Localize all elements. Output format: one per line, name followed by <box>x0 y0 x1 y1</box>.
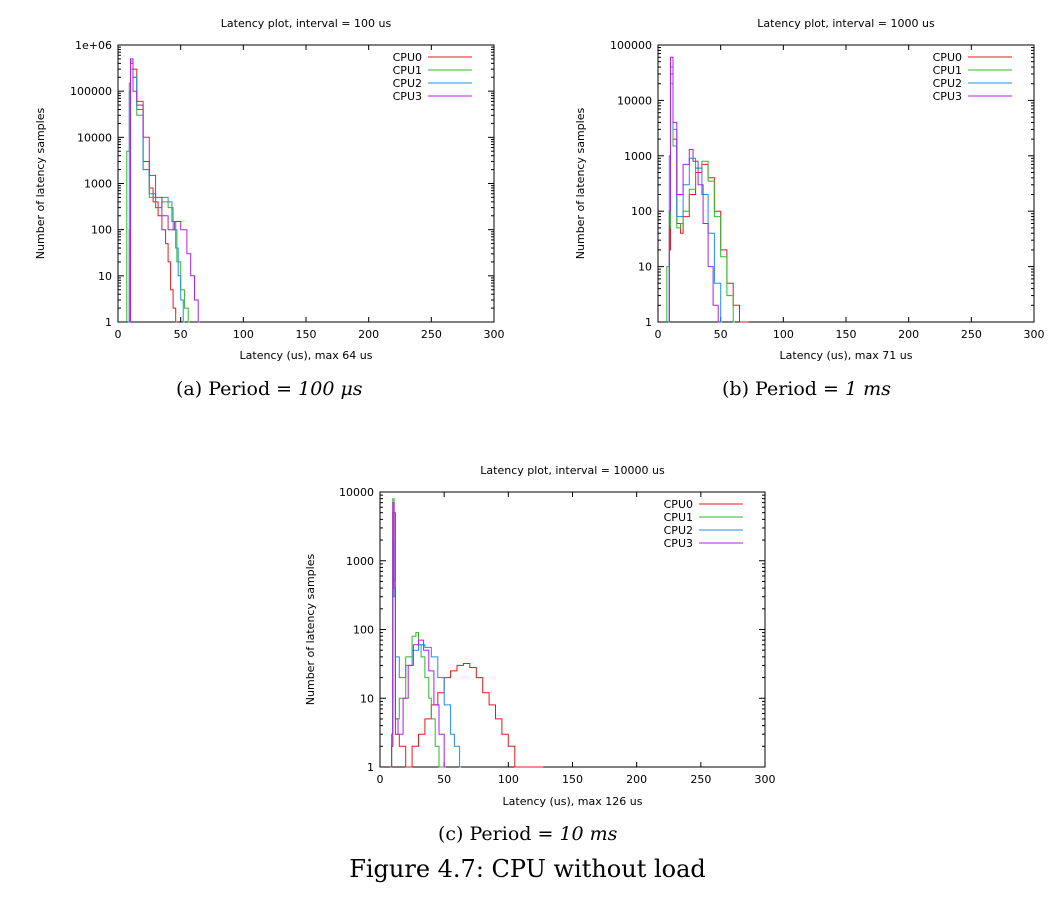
chart-b-xtick-label: 0 <box>655 328 662 341</box>
chart-a-ylabel: Number of latency samples <box>34 108 47 260</box>
chart-b-title: Latency plot, interval = 1000 us <box>757 17 935 30</box>
chart-b-ytick-label: 100 <box>631 205 652 218</box>
caption-a: (a) Period = 100 μs <box>176 378 363 400</box>
chart-a-ytick-label: 1 <box>105 316 112 329</box>
chart-c-xlabel: Latency (us), max 126 us <box>503 795 643 808</box>
chart-c-ytick-label: 1 <box>367 761 374 774</box>
chart-c-series-cpu1 <box>391 498 446 768</box>
chart-c-xtick-label: 250 <box>690 773 711 786</box>
caption-b-prefix: (b) Period = <box>722 378 845 400</box>
chart-a-legend-label-cpu3: CPU3 <box>393 90 422 103</box>
chart-a-xtick-label: 200 <box>358 328 379 341</box>
chart-b-xlabel: Latency (us), max 71 us <box>780 349 913 362</box>
caption-c-value: 10 ms <box>559 823 618 845</box>
chart-a-ytick-label: 1e+06 <box>75 39 112 52</box>
chart-a-series-cpu2 <box>128 68 185 323</box>
chart-a-ytick-label: 100000 <box>70 85 112 98</box>
chart-b-xtick-label: 300 <box>1024 328 1045 341</box>
chart-b-ytick-label: 100000 <box>610 39 652 52</box>
chart-a-title: Latency plot, interval = 100 us <box>221 17 392 30</box>
chart-a-legend-label-cpu0: CPU0 <box>393 51 422 64</box>
chart-c-series-cpu0 <box>390 512 544 768</box>
chart-c-ytick-label: 10000 <box>339 486 374 499</box>
chart-a-xtick-label: 250 <box>421 328 442 341</box>
chart-a-xtick-label: 0 <box>115 328 122 341</box>
chart-c-xtick-label: 300 <box>755 773 776 786</box>
chart-c-xtick-label: 200 <box>626 773 647 786</box>
chart-a-frame <box>117 44 495 323</box>
chart-c-ytick-label: 100 <box>353 624 374 637</box>
chart-c-legend-label-cpu0: CPU0 <box>664 498 693 511</box>
chart-b-legend-label-cpu3: CPU3 <box>933 90 962 103</box>
chart-b-legend-label-cpu2: CPU2 <box>933 77 962 90</box>
chart-c-series-cpu3 <box>391 502 446 768</box>
chart-c-xtick-label: 100 <box>498 773 519 786</box>
chart-b-xtick-label: 150 <box>836 328 857 341</box>
chart-c-ytick-label: 10 <box>360 692 374 705</box>
chart-b-xtick-label: 50 <box>714 328 728 341</box>
chart-b-ytick-label: 1000 <box>624 150 652 163</box>
chart-b-xtick-label: 250 <box>961 328 982 341</box>
chart-c-legend-label-cpu2: CPU2 <box>664 524 693 537</box>
chart-c-legend-label-cpu1: CPU1 <box>664 511 693 524</box>
chart-c-xtick-label: 0 <box>377 773 384 786</box>
chart-b-legend-label-cpu1: CPU1 <box>933 64 962 77</box>
chart-c-title: Latency plot, interval = 10000 us <box>480 464 665 477</box>
chart-a-ytick-label: 10 <box>98 270 112 283</box>
chart-a-xtick-label: 150 <box>296 328 317 341</box>
chart-b-xtick-label: 200 <box>898 328 919 341</box>
chart-b-ylabel: Number of latency samples <box>574 108 587 260</box>
chart-b-series-cpu3 <box>668 56 720 323</box>
chart-a-xtick-label: 100 <box>233 328 254 341</box>
chart-c-frame <box>379 491 766 768</box>
caption-c-prefix: (c) Period = <box>438 823 560 845</box>
chart-c-legend-label-cpu3: CPU3 <box>664 537 693 550</box>
chart-a-legend-label-cpu1: CPU1 <box>393 64 422 77</box>
chart-a-legend-label-cpu2: CPU2 <box>393 77 422 90</box>
caption-c: (c) Period = 10 ms <box>438 823 617 845</box>
chart-a-xlabel: Latency (us), max 64 us <box>240 349 373 362</box>
chart-c-ytick-label: 1000 <box>346 555 374 568</box>
chart-c-ylabel: Number of latency samples <box>304 554 317 706</box>
caption-b-value: 1 ms <box>844 378 891 400</box>
chart-a-ytick-label: 100 <box>91 224 112 237</box>
chart-a-xtick-label: 300 <box>484 328 505 341</box>
figure-caption: Figure 4.7: CPU without load <box>349 855 706 883</box>
chart-c-xtick-label: 150 <box>562 773 583 786</box>
chart-b-ytick-label: 10000 <box>617 94 652 107</box>
chart-b-ytick-label: 10 <box>638 261 652 274</box>
caption-b: (b) Period = 1 ms <box>722 378 891 400</box>
chart-a-series-cpu0 <box>128 62 178 323</box>
chart-a-series-cpu3 <box>129 58 200 323</box>
caption-a-value: 100 μs <box>298 378 363 400</box>
chart-b-legend-label-cpu0: CPU0 <box>933 51 962 64</box>
chart-a-ytick-label: 1000 <box>84 178 112 191</box>
caption-a-prefix: (a) Period = <box>176 378 299 400</box>
chart-b-xtick-label: 100 <box>773 328 794 341</box>
chart-a-xtick-label: 50 <box>174 328 188 341</box>
chart-c-series-cpu2 <box>391 539 462 768</box>
chart-c-xtick-label: 50 <box>437 773 451 786</box>
chart-b-ytick-label: 1 <box>645 316 652 329</box>
chart-a-ytick-label: 10000 <box>77 131 112 144</box>
